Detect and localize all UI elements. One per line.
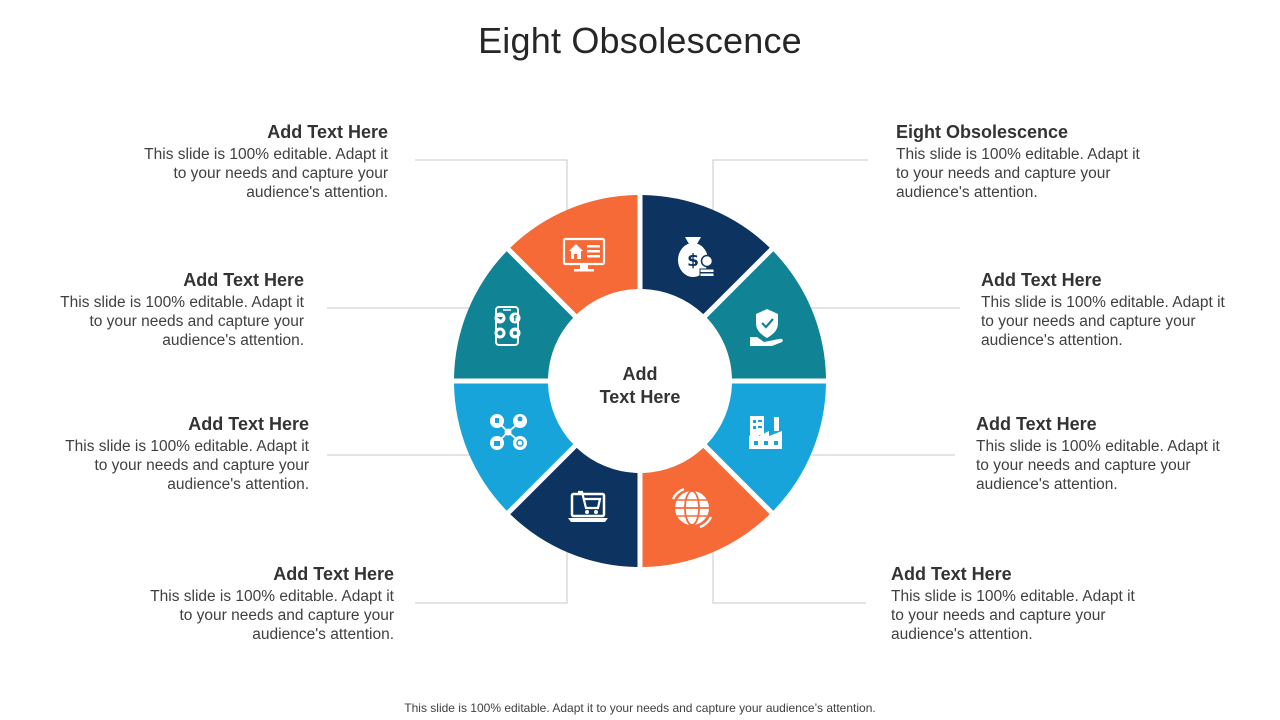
text-block: Add Text Here This slide is 100% editabl… xyxy=(144,562,394,644)
text-block: Add Text Here This slide is 100% editabl… xyxy=(59,412,309,494)
laptop-cart-icon xyxy=(568,490,608,522)
center-label: Add Text Here xyxy=(580,363,700,409)
block-heading: Add Text Here xyxy=(273,564,394,584)
block-body: This slide is 100% editable. Adapt it to… xyxy=(65,438,309,493)
globe-icon xyxy=(671,487,713,529)
block-heading: Add Text Here xyxy=(267,122,388,142)
svg-text:f: f xyxy=(513,314,517,323)
text-block: Add Text Here This slide is 100% editabl… xyxy=(981,268,1231,350)
connector-lines xyxy=(327,159,960,604)
svg-text:$: $ xyxy=(687,251,699,271)
block-body: This slide is 100% editable. Adapt it to… xyxy=(150,588,394,643)
factory-checklist-icon xyxy=(749,416,782,449)
footer-note: This slide is 100% editable. Adapt it to… xyxy=(404,701,876,715)
hand-shield-icon xyxy=(750,309,783,346)
connector-line xyxy=(712,545,866,604)
block-body: This slide is 100% editable. Adapt it to… xyxy=(144,146,388,201)
smartphone-social-icon: f xyxy=(494,306,521,346)
block-body: This slide is 100% editable. Adapt it to… xyxy=(976,438,1220,493)
money-bag-coins-icon: $ xyxy=(678,237,715,277)
slide-title: Eight Obsolescence xyxy=(478,20,802,61)
block-body: This slide is 100% editable. Adapt it to… xyxy=(891,588,1135,643)
text-block: Add Text Here This slide is 100% editabl… xyxy=(891,562,1141,644)
block-body: This slide is 100% editable. Adapt it to… xyxy=(60,294,304,349)
block-heading: Eight Obsolescence xyxy=(896,122,1069,142)
block-heading: Add Text Here xyxy=(188,414,309,434)
center-label-line2: Text Here xyxy=(599,387,681,407)
block-heading: Add Text Here xyxy=(183,270,304,290)
text-block: Add Text Here This slide is 100% editabl… xyxy=(54,268,304,350)
center-label-line1: Add xyxy=(622,364,658,384)
network-nodes-icon xyxy=(490,414,527,450)
text-block: Add Text Here This slide is 100% editabl… xyxy=(138,120,388,202)
text-block: Add Text Here This slide is 100% editabl… xyxy=(976,412,1226,494)
connector-line xyxy=(415,545,568,604)
block-heading: Add Text Here xyxy=(981,270,1102,290)
text-block: Eight Obsolescence This slide is 100% ed… xyxy=(896,120,1146,202)
ring-segment xyxy=(454,383,574,511)
block-heading: Add Text Here xyxy=(891,564,1012,584)
connector-line xyxy=(712,159,868,222)
connector-line xyxy=(415,159,568,222)
block-heading: Add Text Here xyxy=(976,414,1097,434)
block-body: This slide is 100% editable. Adapt it to… xyxy=(981,294,1225,349)
monitor-home-icon xyxy=(562,237,606,272)
block-body: This slide is 100% editable. Adapt it to… xyxy=(896,146,1140,201)
ring-segment xyxy=(510,447,638,567)
